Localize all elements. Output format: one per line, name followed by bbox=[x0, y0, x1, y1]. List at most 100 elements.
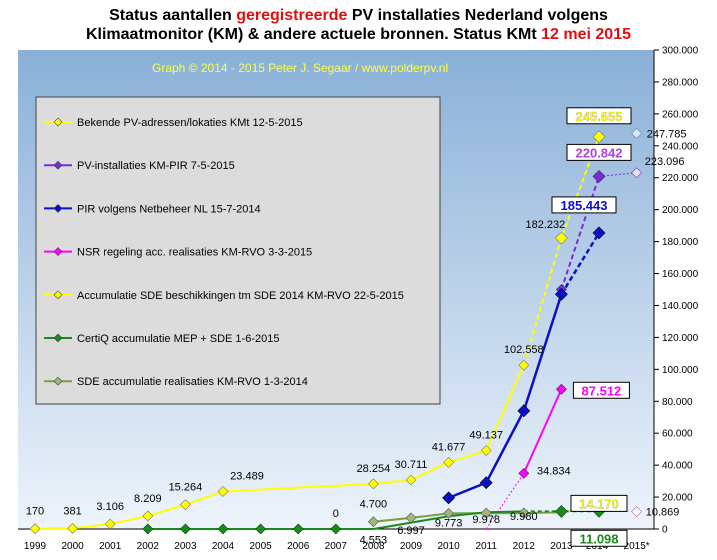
data-label: 4.553 bbox=[360, 535, 388, 547]
y-tick-label: 200.000 bbox=[662, 205, 699, 216]
data-label: 34.834 bbox=[537, 465, 571, 477]
series-line-netbeheer-dashed bbox=[560, 232, 601, 295]
boxed-label-frame bbox=[570, 494, 628, 512]
data-label: 15.264 bbox=[169, 482, 203, 494]
x-tick-label: 2009 bbox=[400, 541, 423, 552]
x-tick-label: 2010 bbox=[437, 541, 460, 552]
x-tick-label: 2002 bbox=[137, 541, 160, 552]
marker-kmt-addresses bbox=[29, 523, 41, 535]
x-tick-label: 2001 bbox=[99, 541, 122, 552]
boxed-label-frame bbox=[566, 143, 632, 161]
marker-kmt-addresses bbox=[480, 445, 492, 456]
marker-kmt-addresses bbox=[67, 522, 79, 534]
marker-sde-realisaties bbox=[367, 516, 379, 528]
x-tick-label: 2003 bbox=[174, 541, 197, 552]
boxed-label-frame bbox=[551, 196, 617, 214]
marker-netbeheer bbox=[479, 476, 493, 490]
x-tick-label: 2011 bbox=[475, 541, 497, 552]
series-line-km-pir bbox=[560, 176, 600, 290]
legend-label: CertiQ accumulatie MEP + SDE 1-6-2015 bbox=[77, 333, 279, 345]
y-tick-label: 20.000 bbox=[662, 493, 693, 504]
y-tick-label: 280.000 bbox=[662, 77, 699, 88]
boxed-label: 14.170 bbox=[579, 496, 619, 511]
legend-label: Accumulatie SDE beschikkingen tm SDE 201… bbox=[77, 290, 404, 302]
y-tick-label: 300.000 bbox=[662, 46, 699, 57]
y-axis: 0 20.000 40.000 60.000 80.000 100.000 120.000 1… bbox=[653, 46, 699, 536]
boxed-label: 220.842 bbox=[576, 145, 623, 160]
boxed-label-frame bbox=[566, 107, 632, 125]
data-label: 9.980 bbox=[510, 511, 538, 523]
legend-marker bbox=[53, 247, 63, 257]
boxed-label: 11.098 bbox=[579, 531, 618, 546]
title-text-red: geregistreerde bbox=[236, 7, 348, 24]
marker-nsr bbox=[555, 383, 567, 395]
marker-sde-realisaties bbox=[405, 512, 417, 524]
y-tick-label: 240.000 bbox=[662, 141, 699, 152]
series-line-nsr bbox=[522, 388, 563, 474]
data-label: 6.997 bbox=[397, 525, 425, 537]
data-label: 381 bbox=[63, 505, 81, 517]
marker-kmt-addresses bbox=[104, 518, 116, 530]
y-tick-label: 0 bbox=[662, 525, 668, 536]
y-tick-label: 100.000 bbox=[662, 365, 699, 376]
marker-kmt-addresses bbox=[554, 231, 568, 245]
y-tick-label: 80.000 bbox=[662, 397, 693, 408]
marker-nsr bbox=[518, 467, 530, 479]
data-label: 41.677 bbox=[432, 441, 466, 453]
marker-kmt-addresses bbox=[142, 510, 154, 522]
chart-title: Status aantallen geregistreerde PV insta… bbox=[0, 6, 717, 44]
data-label: 8.209 bbox=[134, 493, 162, 505]
x-tick-label: 2008 bbox=[362, 541, 385, 552]
series-line-nsr-dotted bbox=[485, 473, 525, 530]
data-label: 4.700 bbox=[360, 498, 388, 510]
data-label: 9.773 bbox=[435, 517, 463, 529]
x-tick-label: 2004 bbox=[212, 541, 235, 552]
legend-marker bbox=[53, 160, 63, 170]
y-tick-label: 60.000 bbox=[662, 429, 693, 440]
data-label: 28.254 bbox=[357, 463, 391, 475]
title-text-1: Status aantallen bbox=[109, 7, 237, 24]
x-tick-label: 2000 bbox=[61, 541, 84, 552]
boxed-label: 87.512 bbox=[582, 383, 622, 398]
data-label: 170 bbox=[26, 506, 44, 518]
data-label: 247.785 bbox=[647, 128, 687, 140]
marker-sde-realisaties bbox=[480, 507, 492, 519]
marker-certiq bbox=[255, 523, 267, 535]
data-label: 3.106 bbox=[96, 501, 124, 513]
marker-kmt-projection bbox=[631, 127, 643, 139]
legend-marker bbox=[53, 290, 63, 300]
boxed-label: 245.655 bbox=[576, 109, 623, 124]
marker-kmt-addresses bbox=[592, 130, 606, 144]
data-label: 182.232 bbox=[526, 219, 566, 231]
data-labels: 170 381 3.106 8.209 15.264 23.489 0 28.254 30.71… bbox=[26, 107, 687, 547]
title-text-3: PV installaties Nederland volgens bbox=[347, 7, 608, 24]
x-tick-label: 2007 bbox=[325, 541, 348, 552]
x-tick-label: 1999 bbox=[24, 541, 47, 552]
y-tick-label: 140.000 bbox=[662, 301, 699, 312]
legend: Bekende PV-adressen/lokaties KMt 12-5-20… bbox=[35, 96, 441, 405]
marker-certiq bbox=[142, 523, 154, 535]
boxed-label-frame bbox=[570, 529, 628, 547]
legend-label: NSR regeling acc. realisaties KM-RVO 3-3… bbox=[77, 247, 312, 259]
data-label: 49.137 bbox=[469, 430, 503, 442]
marker-kmt-addresses bbox=[179, 499, 191, 511]
series-line-netbeheer bbox=[448, 293, 563, 500]
data-label: 102.558 bbox=[504, 344, 544, 356]
marker-kmt-addresses bbox=[518, 359, 530, 371]
y-tick-label: 260.000 bbox=[662, 109, 699, 120]
marker-netbeheer bbox=[592, 226, 606, 240]
boxed-label-frame bbox=[572, 381, 630, 399]
legend-label: SDE accumulatie realisaties KM-RVO 1-3-2… bbox=[77, 376, 308, 388]
x-tick-label: 2006 bbox=[287, 541, 310, 552]
legend-label: Bekende PV-adressen/lokaties KMt 12-5-20… bbox=[77, 117, 303, 129]
legend-label: PV-installaties KM-PIR 7-5-2015 bbox=[77, 160, 235, 172]
data-label: 9.978 bbox=[472, 514, 500, 526]
marker-sde-realisaties bbox=[518, 507, 530, 519]
legend-marker bbox=[53, 117, 63, 127]
y-tick-label: 220.000 bbox=[662, 173, 699, 184]
marker-km-pir bbox=[592, 169, 606, 183]
marker-certiq bbox=[179, 523, 191, 535]
x-tick-label: 2015* bbox=[624, 541, 650, 552]
marker-netbeheer bbox=[554, 287, 568, 301]
